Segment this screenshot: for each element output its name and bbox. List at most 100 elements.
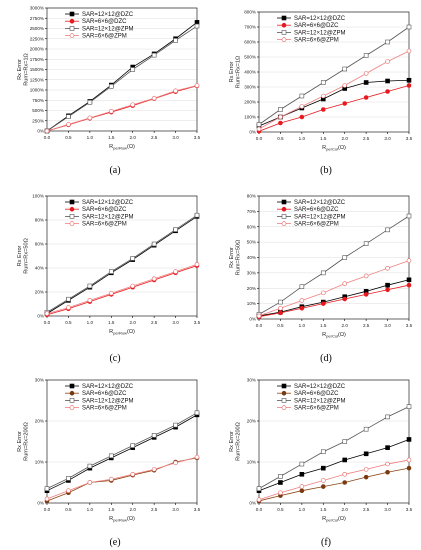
legend-entry: SAR=12×12@DZC bbox=[294, 16, 346, 22]
panel-label: (d) bbox=[320, 353, 332, 364]
y-tick-label: 2250% bbox=[30, 36, 44, 41]
panel-label: (a) bbox=[109, 165, 120, 176]
data-point bbox=[278, 310, 283, 316]
y-tick-label: 20% bbox=[247, 286, 256, 291]
x-tick-label: 0.5 bbox=[277, 507, 284, 512]
x-tick-label: 0.0 bbox=[44, 320, 51, 325]
data-point bbox=[278, 107, 283, 112]
data-point bbox=[299, 104, 305, 109]
x-tick-label: 1.5 bbox=[320, 323, 327, 328]
legend-marker bbox=[281, 398, 287, 403]
y-tick-label: 60% bbox=[35, 242, 44, 247]
data-point bbox=[320, 301, 326, 306]
data-point bbox=[385, 445, 390, 450]
data-point bbox=[256, 126, 262, 132]
y-axis-label-line1: Rx Error bbox=[17, 431, 23, 452]
y-tick-label: 100% bbox=[244, 115, 256, 120]
y-axis-label-line2: Rum=Rx=200Ω bbox=[24, 422, 30, 461]
data-point bbox=[44, 496, 50, 502]
data-point bbox=[278, 490, 283, 496]
x-axis-label-main: R bbox=[322, 145, 326, 151]
data-point bbox=[342, 83, 348, 88]
x-axis-label: RperCol(Ω) bbox=[322, 145, 346, 152]
data-point bbox=[299, 461, 305, 467]
x-tick-label: 2.0 bbox=[342, 323, 349, 328]
legend-marker bbox=[69, 199, 75, 205]
x-axis-label: RperCol(Ω) bbox=[322, 332, 346, 339]
legend-entry: SAR=12×12@DZC bbox=[294, 200, 346, 206]
series-line bbox=[258, 284, 410, 318]
y-axis-label: Rx ErrorRum=Rx=1Ω bbox=[17, 53, 30, 85]
x-tick-label: 1.5 bbox=[108, 320, 115, 325]
data-point bbox=[87, 100, 93, 105]
data-point bbox=[320, 93, 326, 99]
y-tick-label: 40% bbox=[35, 266, 44, 271]
legend-entry: SAR=12×12@DZC bbox=[82, 384, 134, 390]
series-line bbox=[258, 459, 410, 501]
y-axis-label: Rx ErrorRum=Rx=200Ω bbox=[229, 422, 242, 461]
legend-marker bbox=[281, 405, 287, 410]
data-point bbox=[278, 480, 283, 485]
data-point bbox=[278, 114, 283, 120]
data-point bbox=[342, 457, 348, 463]
x-axis-label-sub: perRow bbox=[113, 146, 127, 151]
y-tick-label: 0% bbox=[249, 130, 256, 135]
data-point bbox=[130, 471, 136, 477]
x-tick-label: 3.5 bbox=[406, 323, 413, 328]
legend-entry: SAR=6×6@ZPM bbox=[294, 38, 339, 44]
plot-frame bbox=[46, 7, 198, 132]
data-point bbox=[108, 290, 114, 296]
x-tick-label: 3.0 bbox=[384, 507, 391, 512]
x-tick-label: 0.5 bbox=[277, 136, 284, 141]
data-point bbox=[173, 38, 178, 43]
data-point bbox=[385, 461, 390, 467]
data-point bbox=[342, 281, 348, 286]
y-tick-label: 750% bbox=[32, 98, 44, 103]
legend-entry: SAR=6×6@DZC bbox=[294, 207, 339, 213]
data-point bbox=[87, 283, 93, 289]
data-point bbox=[342, 101, 348, 106]
chart-panel-f: 0% 10% 20% 30% 0.0 0.5 1.0 1.5 2.0 2.5 3.0 3.5 Rx Er… bbox=[229, 378, 413, 548]
y-tick-label: 1750% bbox=[30, 57, 44, 62]
y-tick-label: 10% bbox=[247, 301, 256, 306]
data-point bbox=[299, 488, 305, 494]
y-axis-label-line1: Rx Error bbox=[229, 247, 235, 268]
data-point bbox=[363, 71, 369, 76]
data-point bbox=[194, 454, 200, 460]
data-point bbox=[385, 265, 390, 271]
data-point bbox=[342, 296, 348, 302]
y-tick-label: 400% bbox=[244, 70, 256, 75]
data-point bbox=[151, 433, 157, 438]
legend-marker bbox=[69, 18, 75, 24]
x-axis-label-main: R bbox=[109, 329, 113, 335]
x-tick-label: 2.0 bbox=[342, 136, 349, 141]
x-tick-label: 1.0 bbox=[87, 507, 94, 512]
data-point bbox=[320, 107, 326, 112]
series-line bbox=[258, 279, 410, 317]
x-axis-label: RperRow(Ω) bbox=[109, 144, 135, 151]
series-line bbox=[46, 264, 198, 314]
panel-label: (b) bbox=[320, 165, 332, 176]
x-axis-label-main: R bbox=[109, 144, 113, 150]
data-point bbox=[320, 465, 326, 471]
x-tick-label: 2.5 bbox=[363, 136, 370, 141]
series-4 bbox=[256, 457, 412, 503]
series-line bbox=[46, 456, 198, 500]
x-axis-label-sub: perCol bbox=[326, 518, 338, 523]
y-tick-label: 300% bbox=[244, 85, 256, 90]
x-axis-label-unit: (Ω) bbox=[338, 516, 346, 522]
x-axis-label-unit: (Ω) bbox=[127, 516, 135, 522]
x-tick-label: 0.5 bbox=[65, 135, 72, 140]
series-4 bbox=[44, 83, 200, 134]
legend-marker bbox=[281, 22, 287, 28]
data-point bbox=[299, 298, 305, 303]
series-line bbox=[46, 214, 198, 313]
data-point bbox=[406, 437, 412, 442]
y-tick-label: 60% bbox=[247, 224, 256, 229]
chart-panel-c: 0% 20% 40% 60% 80% 100% 0.0 0.5 1.0 1.5 2.0 2.5 3.0 3… bbox=[17, 194, 201, 364]
data-point bbox=[108, 269, 114, 274]
data-point bbox=[194, 23, 200, 29]
data-point bbox=[256, 313, 262, 319]
data-point bbox=[278, 120, 283, 126]
